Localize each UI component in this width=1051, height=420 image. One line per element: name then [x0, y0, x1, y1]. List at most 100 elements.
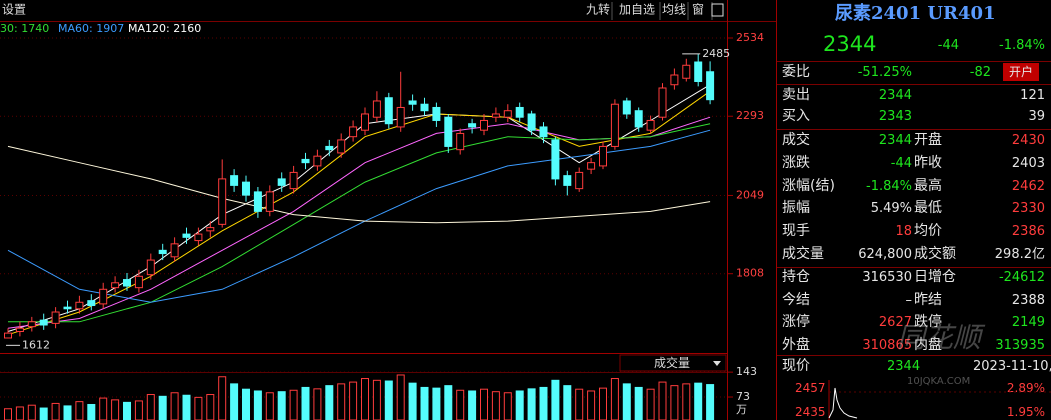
mini-line: [828, 387, 858, 419]
volume-bar: [432, 387, 441, 420]
candle-body: [432, 106, 441, 121]
row-value: -44: [890, 155, 912, 171]
row-label: 持仓: [782, 268, 810, 285]
volume-bar: [694, 382, 703, 420]
candle-body: [706, 71, 715, 101]
last-price: 2344: [823, 32, 877, 56]
candle-body: [194, 233, 203, 242]
candle-body: [99, 288, 108, 305]
candle-body: [384, 97, 393, 125]
mini-pct: 1.95%: [1006, 405, 1045, 419]
volume-bar: [313, 388, 322, 420]
volume-bar: [134, 400, 143, 420]
row-label: 内盘: [914, 337, 942, 354]
row-value: 2388: [1011, 292, 1045, 308]
toolbar-button[interactable]: 加自选: [619, 3, 655, 17]
ma-legend: MA120: 2160: [128, 22, 201, 35]
row-label: 今结: [782, 291, 810, 308]
volume-bar: [361, 378, 369, 420]
row-label: 均价: [914, 223, 942, 240]
row-value: 2403: [1011, 155, 1045, 171]
row-label: 最高: [914, 177, 942, 194]
volume-bar: [575, 388, 584, 420]
row-label: 涨停: [782, 314, 810, 331]
volume-bar: [27, 404, 36, 420]
volume-title: 成交量: [654, 355, 690, 370]
candle-body: [587, 162, 596, 170]
candle-body: [444, 116, 453, 147]
volume-bar: [170, 392, 179, 420]
open-account-button[interactable]: 开户: [1003, 63, 1040, 81]
volume-bar: [325, 385, 334, 420]
volume-bar: [158, 395, 167, 420]
toolbar-button[interactable]: 九转: [586, 2, 610, 17]
row-label: 涨幅(结): [782, 177, 835, 194]
candle-body: [158, 249, 167, 255]
candle-body: [313, 155, 322, 167]
candle-body: [134, 275, 143, 289]
row-label: 振幅: [782, 200, 810, 217]
volume-bar: [15, 406, 24, 420]
volume-bar: [396, 374, 405, 420]
volume-bar: [420, 386, 429, 420]
candle-body: [456, 132, 465, 151]
candle-body: [51, 311, 60, 324]
row-label: 日增仓: [914, 268, 956, 285]
row-label: 跌停: [914, 314, 942, 331]
sell-label: 卖出: [782, 87, 810, 103]
volume-bar: [123, 401, 131, 420]
volume-bar: [408, 382, 417, 420]
candle-body: [253, 191, 262, 212]
candle-body: [123, 279, 131, 287]
volume-selector[interactable]: [619, 354, 727, 372]
candle-body: [4, 332, 12, 339]
row-value: 2627: [878, 315, 912, 331]
candle-body: [39, 319, 48, 326]
candle-body: [337, 139, 346, 154]
candle-body: [480, 119, 488, 131]
candle-body: [658, 87, 667, 118]
candle-body: [682, 64, 691, 79]
candle-body: [610, 103, 619, 147]
row-label: 最低: [914, 200, 942, 217]
volume-bar: [670, 385, 679, 420]
volume-bar: [468, 390, 477, 420]
volume-bar: [372, 379, 381, 420]
volume-bar: [301, 386, 310, 420]
buy-label: 买入: [782, 108, 810, 124]
separator: [777, 129, 1051, 130]
volume-tick-label: 143: [736, 365, 757, 378]
volume-bar: [39, 407, 48, 420]
watermark-brand: 同花顺: [897, 321, 982, 354]
volume-bar: [146, 394, 155, 420]
volume-bar: [99, 397, 108, 420]
candle-body: [75, 301, 84, 310]
candle-body: [551, 139, 560, 180]
separator: [777, 61, 1051, 62]
candle-body: [289, 171, 298, 190]
row-value: 310865: [862, 338, 912, 354]
ratio-pct: -51.25%: [857, 65, 912, 80]
volume-bar: [265, 392, 274, 420]
watermark-site: 10JQKA.COM: [907, 376, 971, 387]
toolbar-button[interactable]: 窗: [692, 3, 704, 17]
candle-body: [396, 106, 405, 128]
volume-bar: [277, 391, 286, 420]
change-pct: -1.84%: [999, 38, 1045, 53]
candle-body: [408, 100, 417, 105]
mini-chart: [828, 380, 1051, 420]
volume-bar: [551, 379, 560, 420]
candle-body: [63, 306, 72, 310]
volume-bar: [349, 381, 358, 420]
change: -44: [937, 38, 959, 53]
settings-label[interactable]: 设置: [2, 3, 26, 17]
candle-body: [527, 113, 536, 131]
row-value: 2386: [1011, 224, 1045, 240]
candle-body: [503, 110, 512, 118]
volume-bar: [194, 396, 203, 420]
ratio-label: 委比: [782, 64, 810, 80]
toolbar-button[interactable]: 均线: [662, 3, 686, 17]
row-value: 2344: [878, 133, 912, 148]
candle-body: [242, 181, 250, 196]
